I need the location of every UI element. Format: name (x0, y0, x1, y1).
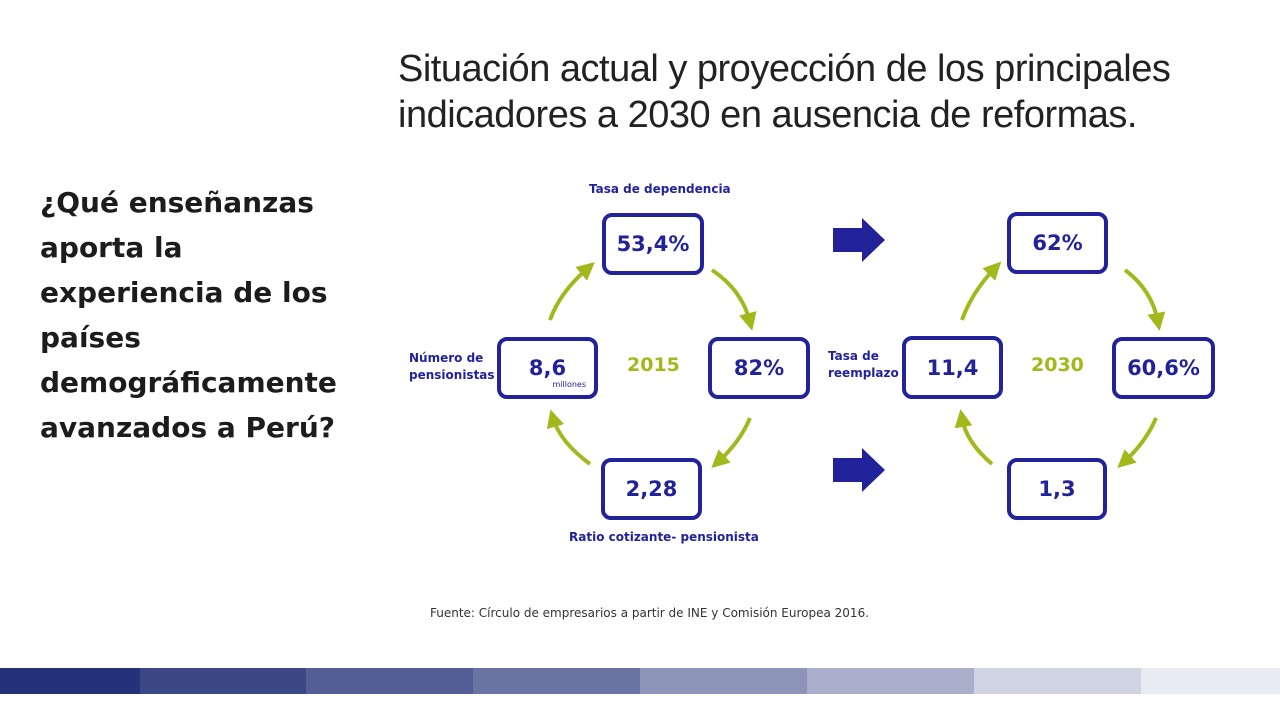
unit-millones: millones (552, 380, 586, 389)
label-tasa-reemplazo: Tasa de reemplazo (828, 349, 899, 380)
footer-band (306, 668, 473, 694)
arrow-2015-lower-right (711, 417, 752, 469)
footer-band (0, 668, 140, 694)
box-2030-ratio: 1,3 (1007, 458, 1107, 520)
slide-title: Situación actual y proyección de los pri… (398, 48, 1171, 136)
footer-band (640, 668, 807, 694)
year-2015: 2015 (627, 354, 680, 376)
footer-band (974, 668, 1141, 694)
footer-band (807, 668, 974, 694)
year-2030: 2030 (1031, 354, 1084, 376)
box-2015-tasa-dependencia: 53,4% (602, 213, 704, 275)
label-tasa-dependencia: Tasa de dependencia (589, 182, 731, 196)
arrow-2030-upper-left (960, 261, 1002, 321)
label-ratio-cotizante: Ratio cotizante- pensionista (569, 530, 759, 544)
arrow-2015-lower-left (546, 409, 592, 466)
question-text: ¿Qué enseñanzas aporta la experiencia de… (40, 186, 337, 444)
box-2030-tasa-reemplazo: 60,6% (1112, 337, 1215, 399)
box-2015-pensionistas: 8,6 millones (497, 337, 598, 399)
arrow-2015-upper-left (548, 262, 595, 321)
source-note: Fuente: Círculo de empresarios a partir … (430, 606, 870, 620)
box-2015-ratio: 2,28 (601, 458, 702, 520)
arrow-2030-lower-left (954, 409, 994, 466)
arrow-right-icon (833, 448, 885, 492)
box-2030-pensionistas: 11,4 (902, 336, 1003, 399)
arrow-2030-lower-right (1117, 417, 1158, 469)
footer-band (473, 668, 640, 694)
box-2030-tasa-dependencia: 62% (1007, 212, 1108, 274)
arrow-2030-upper-right (1123, 268, 1166, 331)
footer-band (140, 668, 306, 694)
box-2015-tasa-reemplazo: 82% (708, 337, 810, 399)
footer-band (1141, 668, 1280, 694)
value-2015-pensionistas: 8,6 (528, 356, 567, 380)
label-numero-pensionistas: Número de pensionistas (409, 351, 495, 382)
arrow-2015-upper-right (710, 268, 757, 331)
arrow-right-icon (833, 218, 885, 262)
